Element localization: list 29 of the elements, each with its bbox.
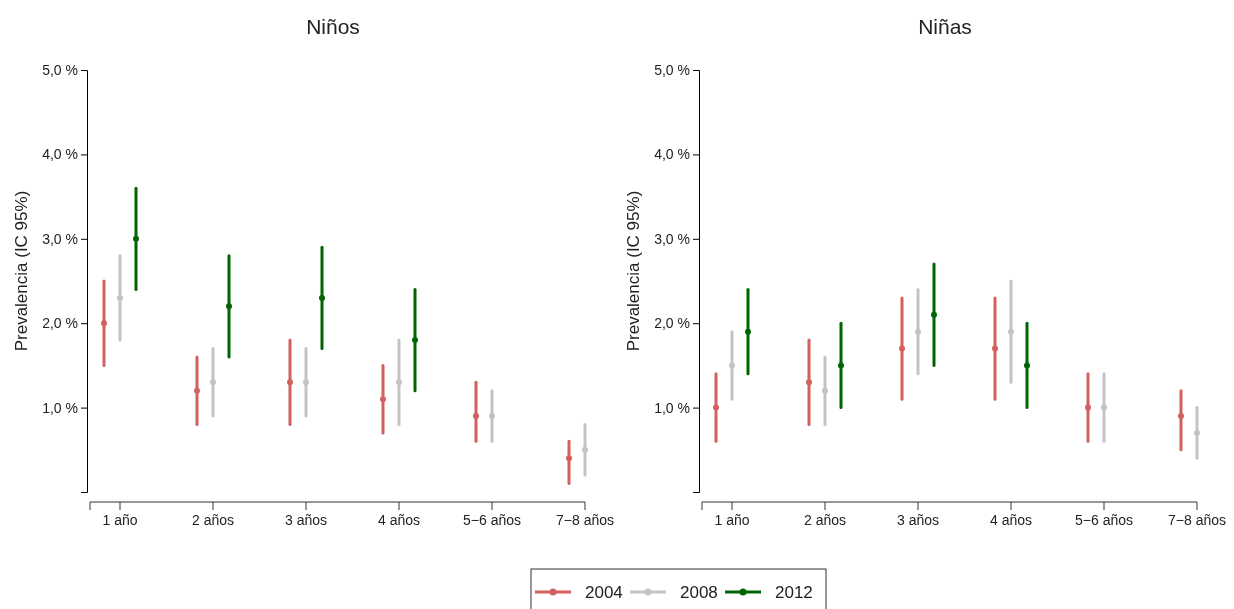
x-tick-label: 3 años [896, 512, 940, 528]
legend-label: 2004 [585, 583, 623, 602]
y-tick-label: 4,0 % [654, 146, 690, 163]
y-tick-label: 3,0 % [654, 230, 690, 247]
chart-title: Niñas [918, 15, 972, 38]
x-tick-label: 4 años [377, 512, 421, 528]
y-tick-label: 2,0 % [654, 315, 690, 332]
legend-label: 2008 [680, 583, 718, 602]
y-tick-label: 5,0 % [42, 61, 78, 78]
x-tick-label: 2 años [803, 512, 847, 528]
x-tick-label: 4 años [989, 512, 1033, 528]
y-tick-label: 2,0 % [42, 315, 78, 332]
y-tick-label: 1,0 % [654, 399, 690, 416]
x-tick-label: 7−8 años [556, 512, 614, 528]
x-tick-label: 5−6 años [1075, 512, 1133, 528]
x-tick-label: 1 año [102, 512, 138, 528]
legend-label: 2012 [775, 583, 813, 602]
y-axis-title: Prevalencia (IC 95%) [12, 190, 31, 352]
y-tick-label: 3,0 % [42, 230, 78, 247]
y-axis-title: Prevalencia (IC 95%) [624, 190, 643, 352]
x-tick-label: 3 años [284, 512, 328, 528]
x-tick-label: 7−8 años [1168, 512, 1226, 528]
y-tick-label: 4,0 % [42, 146, 78, 163]
y-tick-label: 1,0 % [42, 399, 78, 416]
x-tick-label: 1 año [714, 512, 750, 528]
x-tick-label: 5−6 años [463, 512, 521, 528]
x-tick-label: 2 años [191, 512, 235, 528]
chart-title: Niños [306, 15, 360, 38]
y-tick-label: 5,0 % [654, 61, 690, 78]
